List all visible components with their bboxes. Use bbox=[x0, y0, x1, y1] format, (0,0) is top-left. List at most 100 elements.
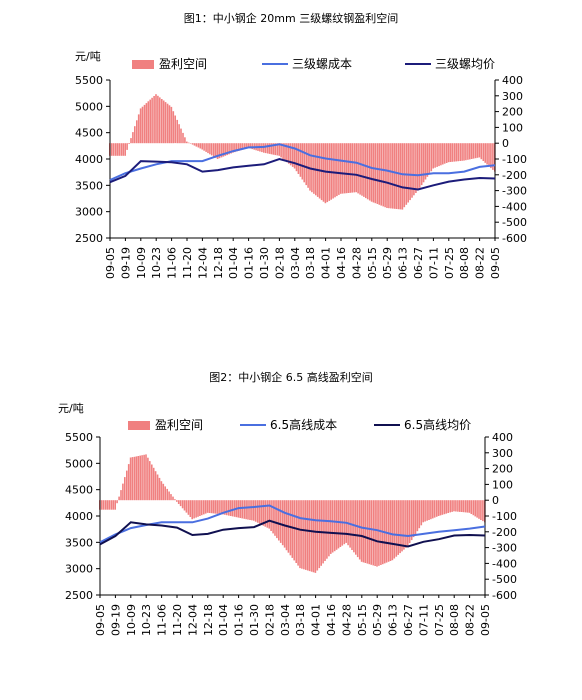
profit-bar bbox=[412, 500, 415, 538]
profit-bar bbox=[435, 500, 438, 517]
profit-bar bbox=[311, 143, 313, 193]
profit-bar bbox=[472, 143, 475, 159]
profit-bar bbox=[176, 500, 178, 502]
profit-bar bbox=[224, 143, 227, 156]
legend-label: 盈利空间 bbox=[155, 418, 203, 432]
profit-bar bbox=[461, 143, 463, 161]
profit-bar bbox=[384, 143, 386, 208]
profit-bar bbox=[303, 143, 305, 183]
profit-bar bbox=[268, 500, 270, 529]
profit-bar bbox=[122, 143, 125, 156]
y-tick-label: 2500 bbox=[65, 589, 93, 602]
profit-bar bbox=[226, 143, 228, 156]
profit-bar bbox=[249, 500, 251, 520]
profit-bar bbox=[399, 143, 402, 210]
profit-bar bbox=[247, 143, 250, 148]
y2-tick-label: 0 bbox=[492, 494, 499, 507]
profit-bar bbox=[462, 500, 465, 513]
profit-bar bbox=[224, 500, 226, 515]
profit-bar bbox=[306, 500, 309, 571]
profit-bar bbox=[241, 143, 244, 150]
profit-bar bbox=[438, 143, 440, 167]
y2-tick-label: 400 bbox=[502, 74, 523, 87]
profit-bar bbox=[451, 143, 454, 162]
y-axis-unit-label: 元/吨 bbox=[58, 402, 84, 415]
profit-bar bbox=[407, 143, 409, 203]
profit-bar bbox=[470, 500, 473, 514]
x-tick-label: 03-04 bbox=[289, 247, 302, 279]
profit-bar bbox=[343, 143, 346, 194]
profit-bar bbox=[226, 500, 228, 516]
profit-bar bbox=[322, 143, 325, 202]
profit-bar bbox=[370, 143, 373, 202]
profit-bar bbox=[330, 500, 332, 554]
profit-bar bbox=[451, 500, 453, 512]
profit-bar bbox=[245, 500, 247, 520]
profit-bar bbox=[201, 143, 203, 150]
x-tick-label: 01-04 bbox=[217, 604, 230, 636]
profit-bar bbox=[218, 500, 220, 514]
profit-bar bbox=[168, 491, 170, 501]
profit-bar bbox=[415, 143, 417, 193]
profit-bar bbox=[145, 103, 148, 144]
profit-bar bbox=[418, 500, 421, 529]
profit-bar bbox=[468, 500, 471, 513]
profit-bar bbox=[297, 500, 299, 566]
profit-bar bbox=[392, 143, 394, 209]
profit-bar bbox=[464, 500, 467, 513]
profit-bar bbox=[490, 143, 492, 169]
y2-tick-label: -200 bbox=[502, 169, 527, 182]
profit-bar bbox=[465, 143, 467, 161]
y2-tick-label: -500 bbox=[502, 216, 527, 229]
profit-bar bbox=[270, 143, 273, 155]
chart-title: 图1：中小钢企 20mm 三级螺纹钢盈利空间 bbox=[184, 11, 398, 25]
profit-bar bbox=[447, 500, 449, 513]
profit-bar bbox=[159, 97, 161, 144]
y2-tick-label: 0 bbox=[502, 137, 509, 150]
profit-bar bbox=[282, 143, 284, 159]
profit-bar bbox=[355, 500, 357, 555]
profit-bar bbox=[228, 500, 230, 516]
profit-bar bbox=[102, 500, 105, 510]
profit-bar bbox=[395, 143, 398, 209]
profit-bar bbox=[363, 143, 365, 197]
y2-tick-label: -600 bbox=[492, 589, 517, 602]
profit-bar bbox=[414, 500, 417, 535]
profit-bar bbox=[228, 143, 230, 155]
profit-bar bbox=[372, 143, 375, 203]
x-tick-label: 07-11 bbox=[417, 604, 430, 636]
profit-bar bbox=[216, 500, 218, 514]
profit-bar bbox=[274, 143, 277, 156]
y2-tick-label: -100 bbox=[492, 510, 517, 523]
profit-bar bbox=[156, 474, 159, 501]
profit-bar bbox=[141, 455, 143, 501]
profit-bar bbox=[199, 143, 202, 149]
profit-bar bbox=[324, 500, 326, 561]
legend-swatch bbox=[128, 421, 150, 430]
legend-item: 三级螺成本 bbox=[262, 57, 352, 71]
profit-bar bbox=[162, 100, 165, 144]
profit-bar bbox=[416, 500, 419, 532]
y-tick-label: 3500 bbox=[75, 179, 103, 192]
profit-bar bbox=[478, 500, 480, 519]
profit-bar bbox=[153, 96, 155, 144]
profit-bar bbox=[370, 500, 372, 565]
profit-bar bbox=[397, 143, 400, 210]
profit-bar bbox=[260, 500, 263, 525]
y-tick-label: 5500 bbox=[65, 431, 93, 444]
profit-bar bbox=[152, 467, 155, 501]
profit-bar bbox=[278, 143, 280, 156]
profit-bar bbox=[459, 143, 461, 161]
profit-bar bbox=[272, 143, 275, 155]
legend-label: 6.5高线成本 bbox=[270, 417, 337, 432]
profit-bar bbox=[253, 500, 255, 521]
legend-label: 盈利空间 bbox=[159, 57, 207, 71]
y2-tick-label: 100 bbox=[492, 478, 513, 491]
profit-bar bbox=[422, 500, 424, 523]
profit-bar bbox=[131, 457, 134, 501]
profit-bar bbox=[353, 500, 355, 553]
profit-bar bbox=[441, 500, 444, 515]
profit-bar bbox=[279, 500, 282, 543]
y2-tick-label: -200 bbox=[492, 526, 517, 539]
profit-bar bbox=[467, 143, 469, 160]
